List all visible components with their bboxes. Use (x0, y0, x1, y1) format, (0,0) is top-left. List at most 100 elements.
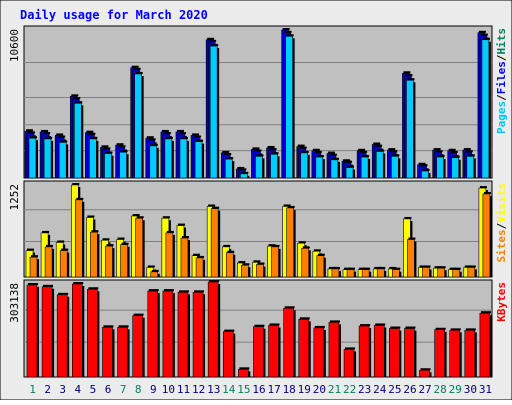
panel-kbytes-max-label: 303138 (8, 283, 21, 323)
bar-sites-28-shadow (444, 270, 447, 277)
bar-files-7-shadow-top (118, 145, 126, 148)
bar-hits-23-shadow-top (358, 148, 366, 151)
bar-kbytes-21 (328, 322, 340, 378)
bar-pages-21-shadow (337, 161, 340, 178)
bar-hits-18-shadow-top (282, 28, 290, 30)
bar-kbytes-2 (41, 286, 53, 378)
bar-pages-1-shadow (36, 140, 38, 178)
bar-hits-3-shadow-top (56, 133, 64, 136)
day-label-26: 26 (403, 383, 416, 396)
bar-sites-30-shadow-top (468, 265, 476, 268)
bar-pages-23-shadow (368, 159, 371, 178)
legend-visits: Visits (495, 183, 508, 223)
bar-kbytes-2-shadow-top (43, 284, 54, 287)
bar-kbytes-6 (102, 326, 113, 378)
bar-sites-22-shadow-top (348, 267, 356, 270)
bar-sites-13-shadow (218, 210, 221, 277)
bar-pages-3-shadow-top (60, 140, 68, 143)
bar-pages-25-shadow-top (392, 154, 400, 157)
bar-pages-14 (224, 158, 233, 179)
bar-kbytes-3-shadow (67, 296, 70, 377)
bar-pages-9 (149, 145, 158, 179)
bar-sites-14-shadow (233, 254, 236, 277)
bar-hits-9-shadow-top (146, 136, 154, 139)
bar-sites-11-shadow (187, 240, 190, 277)
bar-sites-5-shadow-top (91, 230, 99, 233)
bar-sites-5 (90, 231, 98, 278)
bar-visits-18-shadow-top (283, 204, 291, 207)
day-label-14: 14 (222, 383, 236, 396)
day-label-31: 31 (479, 383, 492, 396)
bar-sites-18-shadow-top (287, 205, 295, 208)
day-label-12: 12 (192, 383, 205, 396)
bar-visits-6-shadow-top (102, 238, 110, 241)
bar-sites-8 (135, 217, 143, 278)
bar-visits-1-shadow-top (27, 248, 34, 251)
bar-sites-31-shadow (489, 195, 492, 277)
bar-kbytes-23-shadow (369, 328, 372, 377)
bar-files-20-shadow-top (314, 150, 322, 153)
bar-pages-15 (240, 173, 248, 179)
bar-pages-3-shadow (66, 144, 69, 178)
bar-sites-31 (482, 193, 491, 278)
bar-sites-13-shadow-top (212, 206, 220, 209)
bar-pages-29-shadow (458, 159, 461, 178)
bar-kbytes-14-shadow (233, 333, 236, 377)
bar-hits-8-shadow-top (131, 65, 139, 68)
bar-kbytes-26 (404, 328, 415, 378)
bar-kbytes-29-shadow-top (450, 328, 461, 331)
bar-sites-17-shadow-top (272, 244, 280, 247)
bar-hits-21-shadow-top (327, 151, 335, 154)
bar-kbytes-6-shadow-top (103, 325, 114, 328)
bar-visits-8-shadow-top (132, 214, 140, 217)
bar-sites-24-shadow-top (378, 266, 386, 269)
bar-kbytes-24-shadow (384, 327, 387, 377)
bar-pages-24-shadow-top (377, 149, 385, 152)
bar-pages-8 (134, 73, 142, 179)
bar-pages-6-shadow-top (105, 151, 113, 154)
bar-visits-25-shadow-top (389, 266, 397, 269)
bar-kbytes-13-shadow-top (209, 280, 220, 282)
bar-sites-31-shadow-top (483, 191, 491, 194)
bar-kbytes-28-shadow (444, 331, 447, 377)
bar-pages-27-shadow-top (422, 169, 430, 172)
bar-sites-10 (165, 232, 174, 278)
bar-pages-22 (345, 167, 354, 179)
bar-hits-12-shadow-top (192, 133, 200, 136)
bar-kbytes-1-shadow (37, 286, 39, 377)
bar-kbytes-8-shadow-top (133, 313, 144, 316)
bar-hits-22-shadow-top (343, 159, 351, 162)
bar-kbytes-9-shadow-top (148, 289, 159, 292)
bar-files-24-shadow-top (375, 144, 383, 147)
bar-pages-9-shadow (156, 147, 159, 178)
bar-sites-3 (59, 250, 68, 278)
bar-pages-11-shadow-top (180, 136, 188, 139)
chart-title: Daily usage for March 2020 (20, 8, 208, 22)
bar-kbytes-5 (87, 288, 98, 378)
bar-visits-22-shadow-top (344, 267, 352, 270)
bar-pages-6 (104, 153, 112, 179)
bar-sites-19 (301, 248, 310, 278)
bar-kbytes-27 (419, 369, 430, 378)
bar-files-4-shadow-top (73, 97, 81, 100)
bar-sites-7 (120, 244, 128, 278)
bar-kbytes-11-shadow (187, 294, 190, 377)
bar-kbytes-22 (343, 349, 355, 378)
bar-pages-24-shadow (383, 153, 386, 178)
bar-kbytes-15-shadow (248, 371, 251, 377)
bar-kbytes-16-shadow (263, 328, 266, 377)
bar-kbytes-10 (162, 290, 174, 378)
bar-visits-2-shadow-top (42, 230, 50, 233)
legend-separator: / (495, 54, 508, 61)
bar-sites-16-shadow (263, 266, 266, 277)
bar-files-8-shadow-top (133, 67, 141, 70)
bar-sites-1 (29, 256, 38, 278)
bar-pages-7-shadow-top (120, 150, 128, 153)
bar-files-11-shadow-top (178, 132, 186, 135)
bar-pages-30-shadow (473, 158, 476, 178)
bar-sites-10-shadow-top (166, 230, 174, 233)
bar-sites-21-shadow (338, 270, 341, 277)
bar-files-31-shadow-top (480, 33, 488, 36)
bar-visits-4-shadow-top (72, 183, 80, 185)
panel-visits-sites-max-label: 1252 (8, 184, 21, 211)
